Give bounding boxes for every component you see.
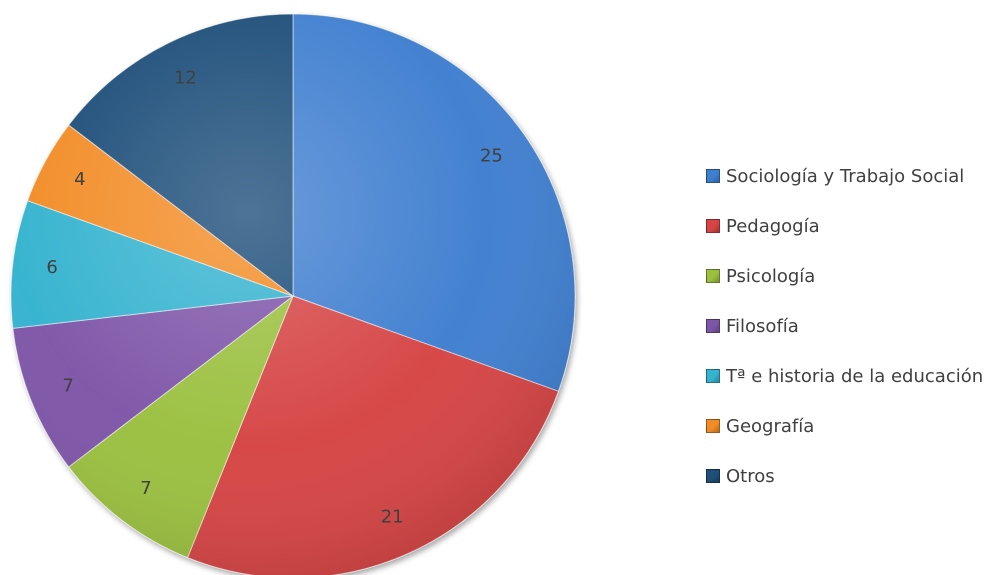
legend-swatch-icon — [706, 419, 720, 433]
data-label-pedagogia: 21 — [381, 506, 404, 527]
legend-item-sociologia-y-trabajo-social: Sociología y Trabajo Social — [706, 151, 1004, 201]
legend-label: Filosofía — [726, 315, 799, 337]
legend-item-filosofia: Filosofía — [706, 301, 1004, 351]
legend-label: Geografía — [726, 415, 815, 437]
legend-swatch-icon — [706, 319, 720, 333]
data-label-t-e-historia-de-la-educacion: 6 — [46, 257, 57, 278]
legend-label: Pedagogía — [726, 215, 820, 237]
data-label-psicologia: 7 — [140, 478, 151, 499]
legend-label: Psicología — [726, 265, 816, 287]
legend-swatch-icon — [706, 269, 720, 283]
legend-label: Otros — [726, 465, 775, 487]
legend-swatch-icon — [706, 369, 720, 383]
legend-item-pedagogia: Pedagogía — [706, 201, 1004, 251]
legend-item-geografia: Geografía — [706, 401, 1004, 451]
data-label-otros: 12 — [174, 68, 197, 89]
data-label-geografia: 4 — [74, 169, 85, 190]
legend-item-psicologia: Psicología — [706, 251, 1004, 301]
legend-swatch-icon — [706, 169, 720, 183]
legend-swatch-icon — [706, 219, 720, 233]
data-label-filosofia: 7 — [62, 376, 73, 397]
chart-legend: Sociología y Trabajo Social Pedagogía Psic… — [706, 151, 1004, 501]
legend-item-otros: Otros — [706, 451, 1004, 501]
legend-swatch-icon — [706, 469, 720, 483]
legend-label: Sociología y Trabajo Social — [726, 165, 965, 187]
legend-label: Tª e historia de la educación — [726, 365, 984, 387]
legend-item-t-e-historia-de-la-educacion: Tª e historia de la educación — [706, 351, 1004, 401]
data-label-sociologia-y-trabajo-social: 25 — [480, 146, 503, 167]
